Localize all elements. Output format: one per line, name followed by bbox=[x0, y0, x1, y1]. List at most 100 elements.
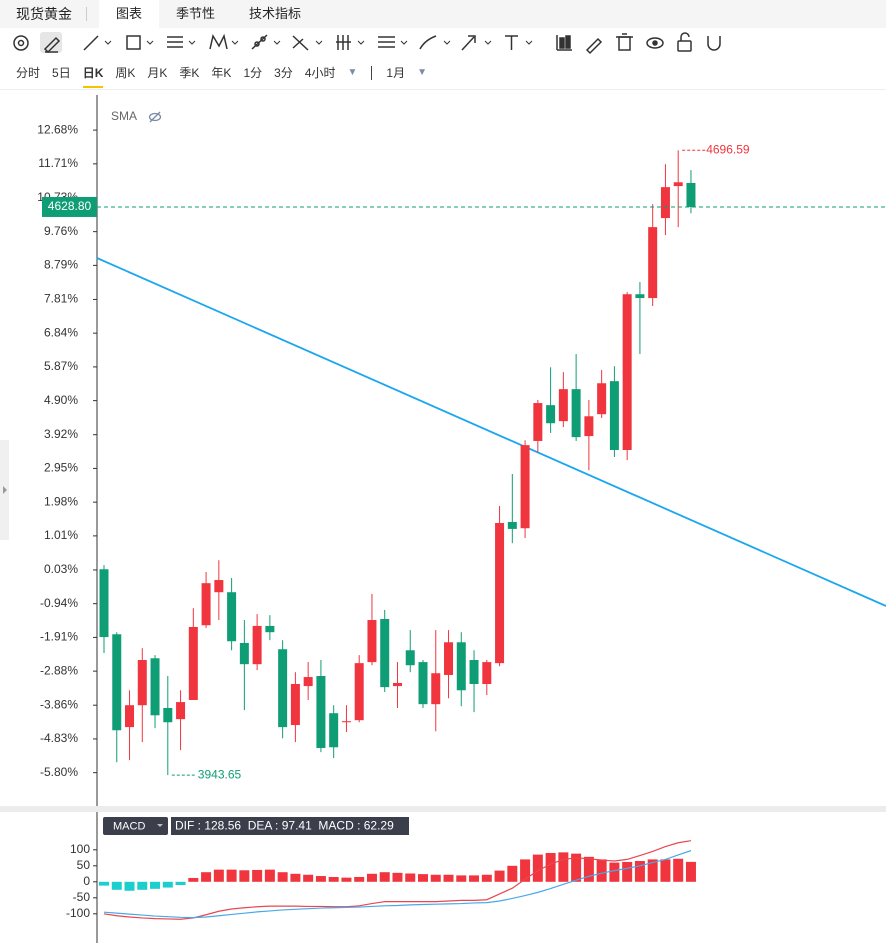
tool-gann[interactable] bbox=[292, 35, 323, 51]
macd-tick-label: 100 bbox=[70, 842, 90, 856]
candle-body bbox=[686, 182, 696, 207]
dropdown-arrow[interactable]: ▼ bbox=[417, 67, 427, 78]
candle-body bbox=[520, 445, 530, 529]
tool-arrow[interactable] bbox=[461, 35, 492, 51]
macd-bar bbox=[290, 873, 301, 882]
macd-tick-label: 0 bbox=[83, 874, 90, 888]
tool-fib[interactable] bbox=[251, 34, 281, 50]
candle-body bbox=[571, 389, 581, 438]
macd-bar bbox=[392, 872, 403, 882]
macd-bar bbox=[583, 856, 594, 882]
macd-bar bbox=[226, 869, 237, 882]
tool-brush[interactable] bbox=[419, 35, 451, 50]
candle-body bbox=[597, 383, 607, 415]
separator bbox=[86, 7, 87, 21]
candle-body bbox=[316, 676, 326, 748]
y-tick-label: -5.80% bbox=[40, 765, 78, 779]
candle-body bbox=[239, 642, 249, 665]
candle-body bbox=[201, 583, 211, 626]
period[interactable]: 日K bbox=[82, 58, 104, 88]
candle-body bbox=[584, 416, 594, 437]
pane-divider bbox=[0, 806, 886, 812]
toolbar bbox=[0, 28, 886, 56]
macd-bar bbox=[315, 876, 326, 882]
tool-text[interactable] bbox=[505, 35, 533, 50]
candle-body bbox=[635, 294, 645, 299]
tab[interactable]: 季节性 bbox=[176, 6, 216, 21]
macd-bar bbox=[418, 874, 428, 882]
candle-body bbox=[482, 662, 492, 685]
low-label: 3943.65 bbox=[198, 767, 242, 781]
macd-tick-label: 50 bbox=[77, 858, 91, 872]
y-tick-label: 7.81% bbox=[44, 292, 78, 306]
y-tick-label: -0.94% bbox=[40, 596, 78, 610]
tool-delete[interactable] bbox=[616, 33, 633, 51]
period[interactable]: 月K bbox=[147, 65, 168, 80]
tool-magnet[interactable] bbox=[707, 36, 721, 51]
candle-body bbox=[469, 660, 479, 685]
y-tick-label: 6.84% bbox=[44, 325, 78, 339]
macd-bar bbox=[277, 872, 288, 882]
macd-bar bbox=[481, 874, 492, 882]
candle-body bbox=[150, 658, 160, 716]
y-tick-label: 9.76% bbox=[44, 224, 78, 238]
macd-bar bbox=[558, 852, 569, 882]
period[interactable]: 1分 bbox=[243, 65, 263, 80]
y-tick-label: 1.01% bbox=[44, 528, 78, 542]
macd-bar bbox=[469, 875, 480, 882]
tool-lock[interactable] bbox=[677, 32, 692, 52]
y-tick-label: -4.83% bbox=[40, 731, 78, 745]
tool-indicator[interactable] bbox=[556, 35, 572, 51]
y-tick-label: -3.86% bbox=[40, 697, 78, 711]
period[interactable]: 周K bbox=[115, 65, 136, 80]
period-bar: 分时 5日 日K 周K 月K 季K 年K 1分 3分 4小时 ▼ 1月 ▼ bbox=[0, 56, 886, 90]
period[interactable]: 分时 bbox=[16, 65, 41, 80]
macd-tick-label: -100 bbox=[66, 906, 90, 920]
tool-edit[interactable] bbox=[585, 37, 603, 55]
trend-line[interactable] bbox=[96, 257, 886, 607]
candle-body bbox=[418, 662, 428, 705]
tool-cursor[interactable] bbox=[13, 35, 29, 51]
dropdown-arrow[interactable]: ▼ bbox=[347, 67, 358, 78]
macd-bar bbox=[162, 881, 173, 888]
tool-visibility[interactable] bbox=[646, 37, 664, 49]
macd-selector-arrow bbox=[157, 824, 163, 827]
indicator-hide-icon[interactable] bbox=[148, 111, 162, 123]
period[interactable]: 年K bbox=[211, 65, 232, 80]
y-tick-label: -1.91% bbox=[40, 630, 78, 644]
tool-line[interactable] bbox=[83, 35, 112, 51]
tab-bar: 现货黄金 图表 季节性 技术指标 bbox=[0, 0, 886, 28]
macd-bar bbox=[124, 881, 135, 891]
candle-body bbox=[278, 649, 288, 728]
candle-body bbox=[265, 625, 275, 633]
candle-body bbox=[112, 634, 122, 731]
candle-body bbox=[367, 620, 377, 663]
macd-selector[interactable] bbox=[103, 817, 168, 835]
range[interactable]: 1月 bbox=[386, 65, 406, 80]
macd-bar bbox=[545, 853, 556, 882]
candle-body bbox=[507, 521, 517, 529]
macd-bar bbox=[430, 874, 441, 882]
tab[interactable]: 技术指标 bbox=[249, 6, 302, 21]
candle-body bbox=[341, 721, 351, 723]
candle-body bbox=[214, 580, 224, 593]
tool-rect[interactable] bbox=[126, 35, 154, 50]
macd-bar bbox=[647, 859, 658, 882]
tab[interactable]: 图表 bbox=[99, 0, 160, 28]
y-tick-label: 3.92% bbox=[44, 427, 78, 441]
macd-bar bbox=[150, 881, 161, 889]
period[interactable]: 5日 bbox=[52, 65, 71, 80]
tool-measure[interactable] bbox=[336, 35, 365, 50]
period[interactable]: 4小时 bbox=[304, 65, 336, 80]
tool-channel[interactable] bbox=[167, 36, 196, 48]
macd-bar bbox=[137, 881, 148, 890]
macd-bar bbox=[111, 881, 122, 890]
tool-position[interactable] bbox=[378, 36, 408, 48]
macd-bar bbox=[456, 875, 467, 882]
period[interactable]: 季K bbox=[179, 65, 200, 80]
divider bbox=[371, 65, 373, 80]
indicator-label[interactable]: SMA bbox=[111, 109, 137, 123]
tool-pattern[interactable] bbox=[209, 33, 239, 50]
tool-pen[interactable] bbox=[43, 36, 61, 54]
period[interactable]: 3分 bbox=[274, 65, 293, 80]
